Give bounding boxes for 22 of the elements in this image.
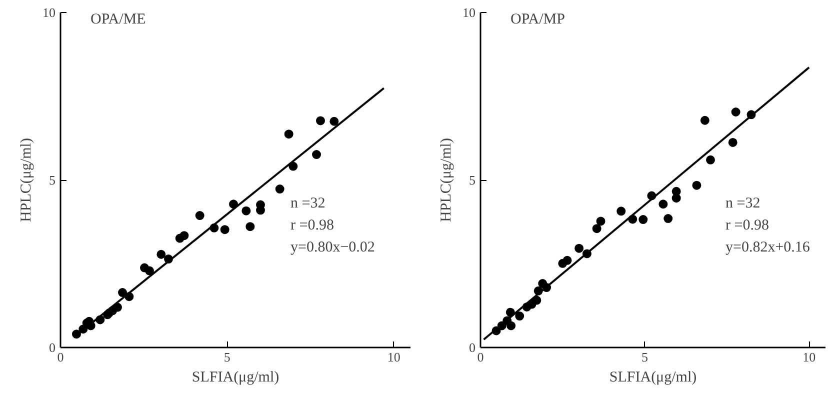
annotation: y=0.82x+0.16: [726, 240, 810, 256]
x-axis-title: SLFIA(μg/ml): [609, 370, 697, 386]
annotation: r =0.98: [290, 218, 334, 234]
y-tick-label: 0: [469, 340, 476, 355]
y-tick-label: 10: [462, 5, 476, 20]
y-axis-title: HPLC(μg/ml): [18, 138, 34, 222]
chart-title: OPA/ME: [90, 12, 146, 28]
x-tick-label: 10: [802, 350, 816, 364]
chart-title: OPA/MP: [510, 12, 565, 28]
annotation: n =32: [726, 196, 760, 212]
y-tick-label: 0: [49, 340, 56, 355]
y-axis-title: HPLC(μg/ml): [438, 138, 454, 222]
annotation: y=0.80x−0.02: [290, 240, 375, 256]
y-tick-label: 5: [469, 172, 476, 188]
annotation: n =32: [290, 196, 326, 212]
x-tick-label: 5: [642, 350, 648, 364]
y-tick-label: 5: [49, 172, 56, 188]
x-axis-title: SLFIA(μg/ml): [192, 370, 280, 386]
x-tick-label: 5: [224, 350, 230, 364]
y-tick-label: 10: [42, 5, 56, 20]
annotation: r =0.98: [726, 218, 769, 234]
x-tick-label: 10: [387, 350, 400, 364]
